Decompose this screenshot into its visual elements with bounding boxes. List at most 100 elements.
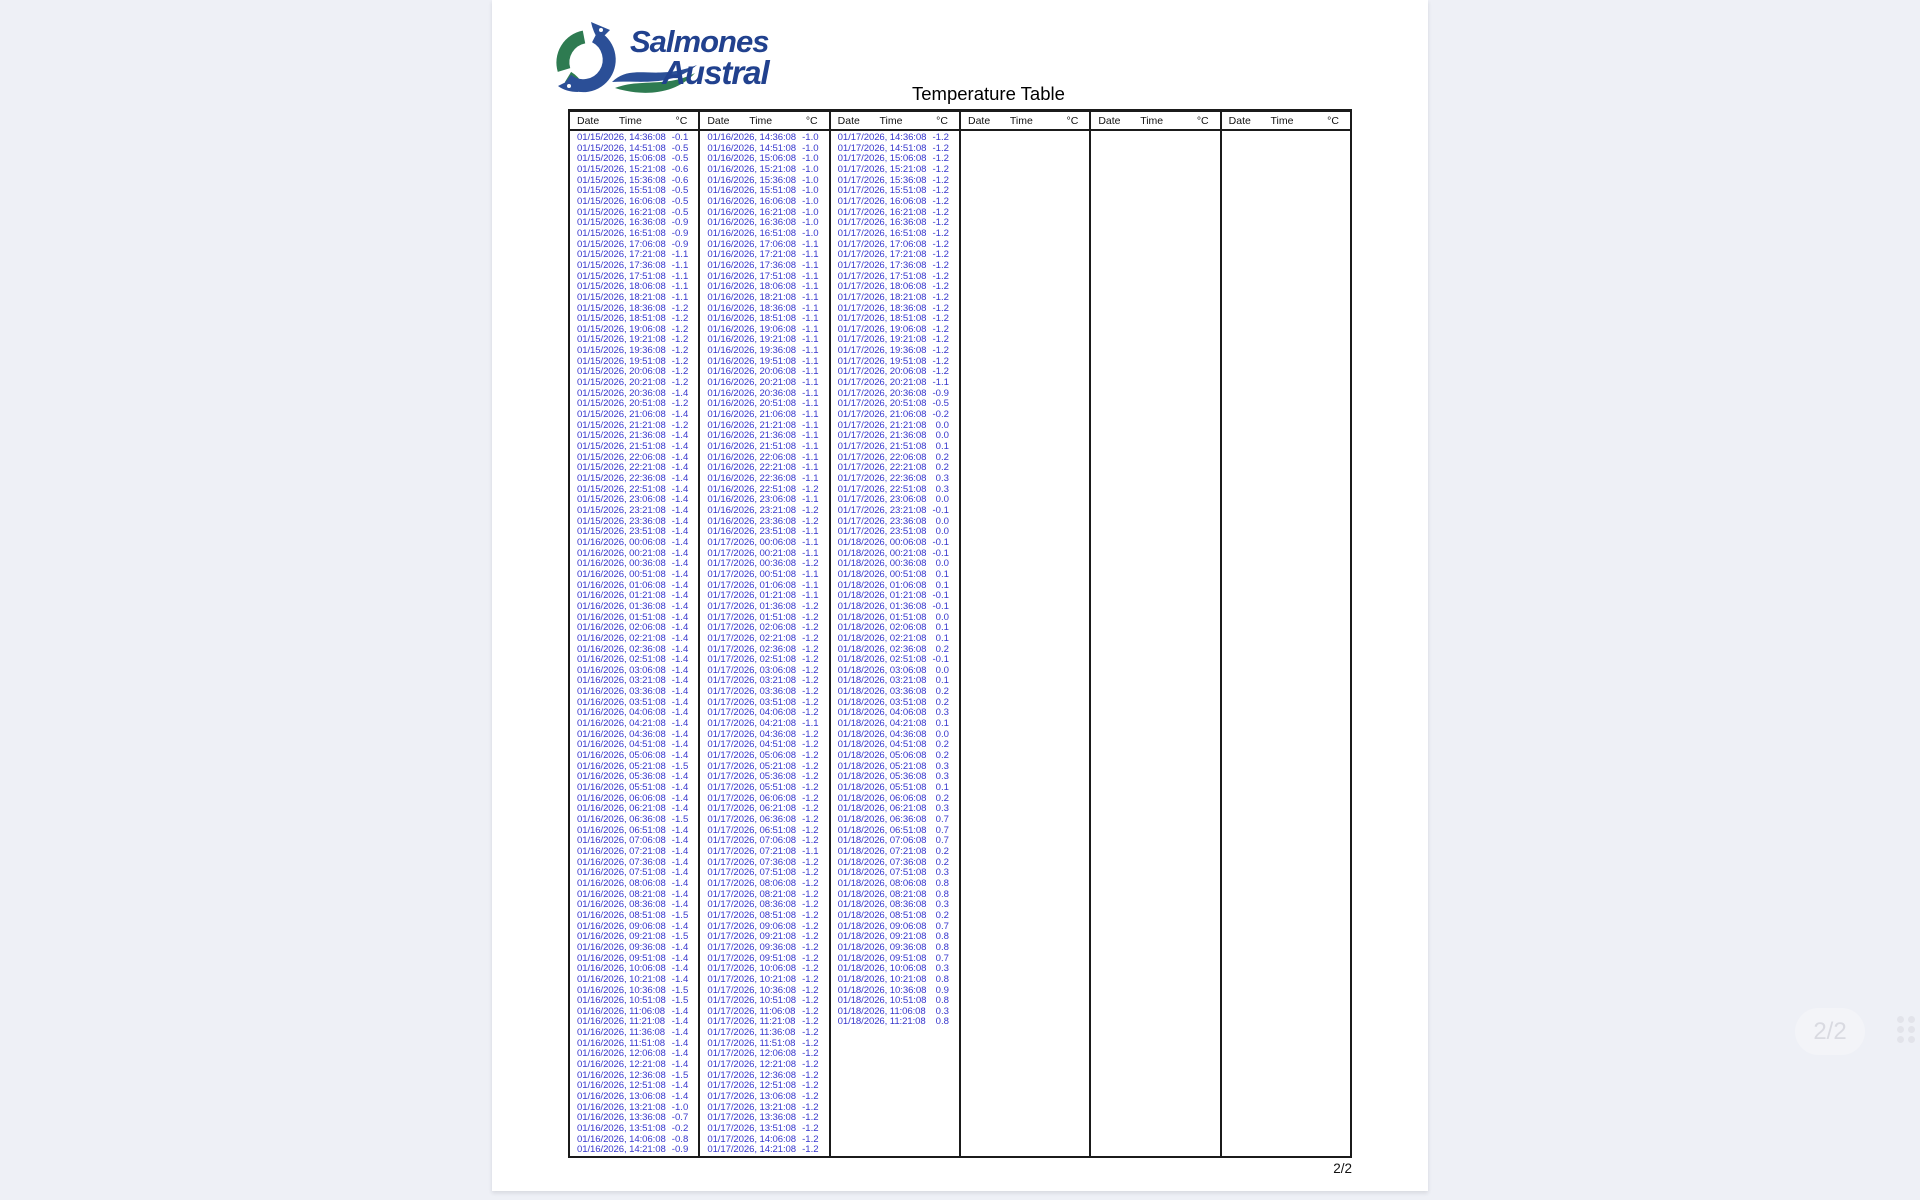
- table-column-header: Date Time °C: [830, 112, 959, 131]
- cell-temperature: -0.8: [671, 1133, 689, 1145]
- cell-temperature: -0.9: [671, 227, 689, 239]
- cell-temperature: -1.4: [671, 430, 689, 442]
- cell-temperature: -1.2: [802, 1101, 819, 1113]
- cell-temperature: -1.2: [671, 366, 689, 378]
- table-row: 01/15/2026, 15:06:08 -0.5: [570, 154, 698, 165]
- table-row: 01/16/2026, 09:51:08 -1.4: [570, 953, 698, 965]
- cell-datetime: 01/16/2026, 05:36:08: [577, 771, 666, 783]
- cell-temperature: 0.0: [935, 611, 949, 623]
- cell-temperature: -1.4: [671, 728, 689, 740]
- cell-temperature: -1.0: [671, 1101, 689, 1113]
- cell-datetime: 01/16/2026, 05:51:08: [577, 782, 666, 794]
- table-row: 01/16/2026, 05:06:08 -1.4: [570, 750, 698, 762]
- table-row: 01/15/2026, 19:51:08 -1.2: [570, 356, 698, 368]
- table-row: 01/16/2026, 20:36:08 -1.1: [700, 388, 828, 400]
- cell-temperature: 0.0: [935, 430, 949, 442]
- cell-temperature: -1.2: [802, 909, 819, 921]
- cell-temperature: -1.4: [671, 824, 689, 836]
- table-row: 01/17/2026, 10:36:08 -1.2: [700, 984, 828, 997]
- table-row: 01/17/2026, 14:51:08 -1.2: [831, 143, 959, 155]
- cell-datetime: 01/17/2026, 17:06:08: [837, 238, 927, 250]
- cell-temperature: -1.4: [671, 622, 689, 634]
- cell-temperature: 0.2: [935, 739, 949, 751]
- table-row: 01/16/2026, 09:36:08 -1.4: [570, 942, 698, 954]
- table-row: 01/17/2026, 15:36:08 -1.2: [831, 175, 959, 187]
- cell-temperature: -1.2: [802, 622, 819, 634]
- table-row: 01/17/2026, 07:36:08 -1.2: [700, 857, 828, 869]
- cell-datetime: 01/15/2026, 21:36:08: [577, 430, 666, 442]
- cell-datetime: 01/16/2026, 08:21:08: [577, 888, 666, 900]
- table-row: 01/17/2026, 06:36:08 -1.2: [700, 814, 828, 826]
- table-row: 01/15/2026, 23:21:08 -1.4: [570, 505, 698, 517]
- table-row: 01/16/2026, 14:06:08 -0.8: [570, 1133, 698, 1146]
- cell-datetime: 01/17/2026, 21:21:08: [837, 419, 927, 431]
- cell-temperature: -1.2: [802, 707, 819, 719]
- table-row: 01/16/2026, 06:36:08 -1.5: [570, 814, 698, 826]
- table-row: 01/17/2026, 12:36:08 -1.2: [700, 1070, 828, 1082]
- table-row: 01/18/2026, 02:21:08 0.1: [831, 632, 959, 645]
- cell-datetime: 01/15/2026, 17:06:08: [577, 238, 666, 250]
- cell-temperature: -1.1: [932, 377, 949, 389]
- drag-handle-icon[interactable]: [1897, 1016, 1920, 1050]
- cell-datetime: 01/17/2026, 14:21:08: [707, 1144, 797, 1156]
- cell-datetime: 01/15/2026, 20:51:08: [577, 398, 666, 410]
- table-row: 01/17/2026, 15:51:08 -1.2: [831, 186, 959, 197]
- cell-temperature: -0.5: [671, 185, 689, 197]
- table-row: 01/18/2026, 04:36:08 0.0: [831, 728, 959, 741]
- table-row: 01/16/2026, 00:51:08 -1.4: [570, 569, 698, 581]
- table-row: 01/18/2026, 03:51:08 0.2: [831, 697, 959, 709]
- cell-datetime: 01/17/2026, 09:51:08: [707, 952, 797, 964]
- cell-datetime: 01/16/2026, 20:21:08: [707, 377, 797, 389]
- table-row: 01/18/2026, 07:51:08 0.3: [831, 868, 959, 879]
- cell-temperature: -0.5: [671, 206, 689, 218]
- cell-datetime: 01/17/2026, 03:21:08: [707, 675, 797, 687]
- table-row: 01/16/2026, 16:21:08 -1.0: [700, 207, 828, 219]
- table-row: 01/18/2026, 07:06:08 0.7: [831, 836, 959, 847]
- cell-datetime: 01/17/2026, 21:51:08: [837, 441, 927, 453]
- cell-datetime: 01/16/2026, 15:06:08: [707, 153, 797, 165]
- cell-datetime: 01/16/2026, 10:06:08: [577, 963, 666, 975]
- cell-temperature: -1.4: [671, 579, 689, 591]
- cell-datetime: 01/17/2026, 07:06:08: [707, 835, 797, 847]
- cell-datetime: 01/15/2026, 22:06:08: [577, 451, 666, 463]
- table-row: 01/18/2026, 07:36:08 0.2: [831, 857, 959, 869]
- table-row: 01/16/2026, 04:06:08 -1.4: [570, 708, 698, 719]
- cell-datetime: 01/16/2026, 23:21:08: [707, 504, 797, 516]
- cell-temperature: 0.0: [935, 494, 949, 506]
- cell-datetime: 01/15/2026, 15:06:08: [577, 153, 666, 165]
- cell-temperature: -1.1: [802, 345, 819, 357]
- table-row: 01/16/2026, 07:51:08 -1.4: [570, 868, 698, 879]
- table-row: 01/17/2026, 13:51:08 -1.2: [700, 1123, 828, 1135]
- table-row: 01/15/2026, 17:21:08 -1.1: [570, 250, 698, 261]
- cell-datetime: 01/18/2026, 02:21:08: [837, 632, 927, 644]
- table-row: 01/17/2026, 09:36:08 -1.2: [700, 942, 828, 954]
- cell-temperature: -1.2: [802, 984, 819, 996]
- cell-datetime: 01/17/2026, 22:06:08: [837, 451, 927, 463]
- table-row: 01/17/2026, 10:51:08 -1.2: [700, 995, 828, 1007]
- cell-temperature: -1.4: [671, 1048, 689, 1060]
- cell-temperature: 0.7: [935, 920, 949, 932]
- cell-datetime: 01/17/2026, 20:36:08: [837, 387, 927, 399]
- table-row: 01/18/2026, 07:21:08 0.2: [831, 845, 959, 858]
- table-row: 01/15/2026, 19:06:08 -1.2: [570, 324, 698, 336]
- column-header-date: Date: [1098, 114, 1121, 127]
- table-row: 01/16/2026, 00:06:08 -1.4: [570, 537, 698, 549]
- table-row: 01/16/2026, 21:21:08 -1.1: [700, 420, 828, 432]
- cell-datetime: 01/17/2026, 00:21:08: [707, 547, 797, 559]
- cell-temperature: -1.2: [802, 750, 819, 762]
- table-row: 01/16/2026, 23:36:08 -1.2: [700, 516, 828, 528]
- table-row: 01/16/2026, 02:06:08 -1.4: [570, 623, 698, 634]
- cell-datetime: 01/16/2026, 12:06:08: [577, 1048, 666, 1060]
- cell-temperature: -1.4: [671, 963, 689, 975]
- cell-datetime: 01/18/2026, 04:36:08: [837, 728, 927, 740]
- cell-temperature: -1.2: [802, 1048, 819, 1060]
- table-row: 01/17/2026, 19:06:08 -1.2: [831, 324, 959, 336]
- cell-datetime: 01/17/2026, 06:21:08: [707, 803, 797, 815]
- table-row: 01/16/2026, 20:51:08 -1.1: [700, 399, 828, 410]
- cell-temperature: -1.2: [802, 696, 819, 708]
- cell-datetime: 01/18/2026, 07:21:08: [837, 845, 927, 857]
- table-row: 01/17/2026, 13:36:08 -1.2: [700, 1113, 828, 1124]
- cell-datetime: 01/17/2026, 22:21:08: [837, 462, 927, 474]
- table-row: 01/15/2026, 22:36:08 -1.4: [570, 473, 698, 485]
- column-header-time: Time: [749, 114, 773, 127]
